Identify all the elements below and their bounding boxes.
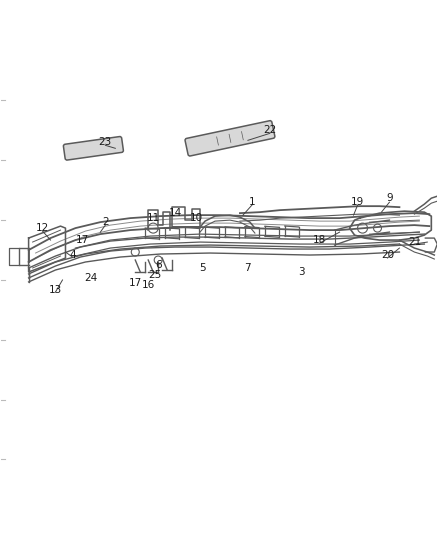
Text: 10: 10 — [190, 213, 203, 223]
Text: 17: 17 — [76, 235, 89, 245]
Text: 1: 1 — [249, 197, 255, 207]
Text: 11: 11 — [147, 213, 160, 223]
Text: 23: 23 — [99, 138, 112, 147]
Text: 6: 6 — [155, 260, 162, 270]
Text: 9: 9 — [386, 193, 393, 203]
Text: 22: 22 — [263, 125, 276, 135]
Text: 19: 19 — [351, 197, 364, 207]
Text: 5: 5 — [199, 263, 205, 273]
Text: 14: 14 — [169, 208, 182, 218]
FancyBboxPatch shape — [185, 120, 275, 156]
Text: 20: 20 — [381, 250, 394, 260]
Text: 4: 4 — [69, 250, 76, 260]
Text: 24: 24 — [84, 273, 97, 283]
Text: 12: 12 — [36, 223, 49, 233]
Text: 3: 3 — [298, 267, 305, 277]
Text: 7: 7 — [244, 263, 251, 273]
Text: 18: 18 — [313, 235, 326, 245]
Text: 17: 17 — [129, 278, 142, 288]
Text: 21: 21 — [408, 237, 421, 247]
Text: 2: 2 — [102, 217, 109, 227]
FancyBboxPatch shape — [64, 136, 124, 160]
Text: 25: 25 — [148, 270, 162, 280]
Text: 16: 16 — [141, 280, 155, 290]
Text: 13: 13 — [49, 285, 62, 295]
